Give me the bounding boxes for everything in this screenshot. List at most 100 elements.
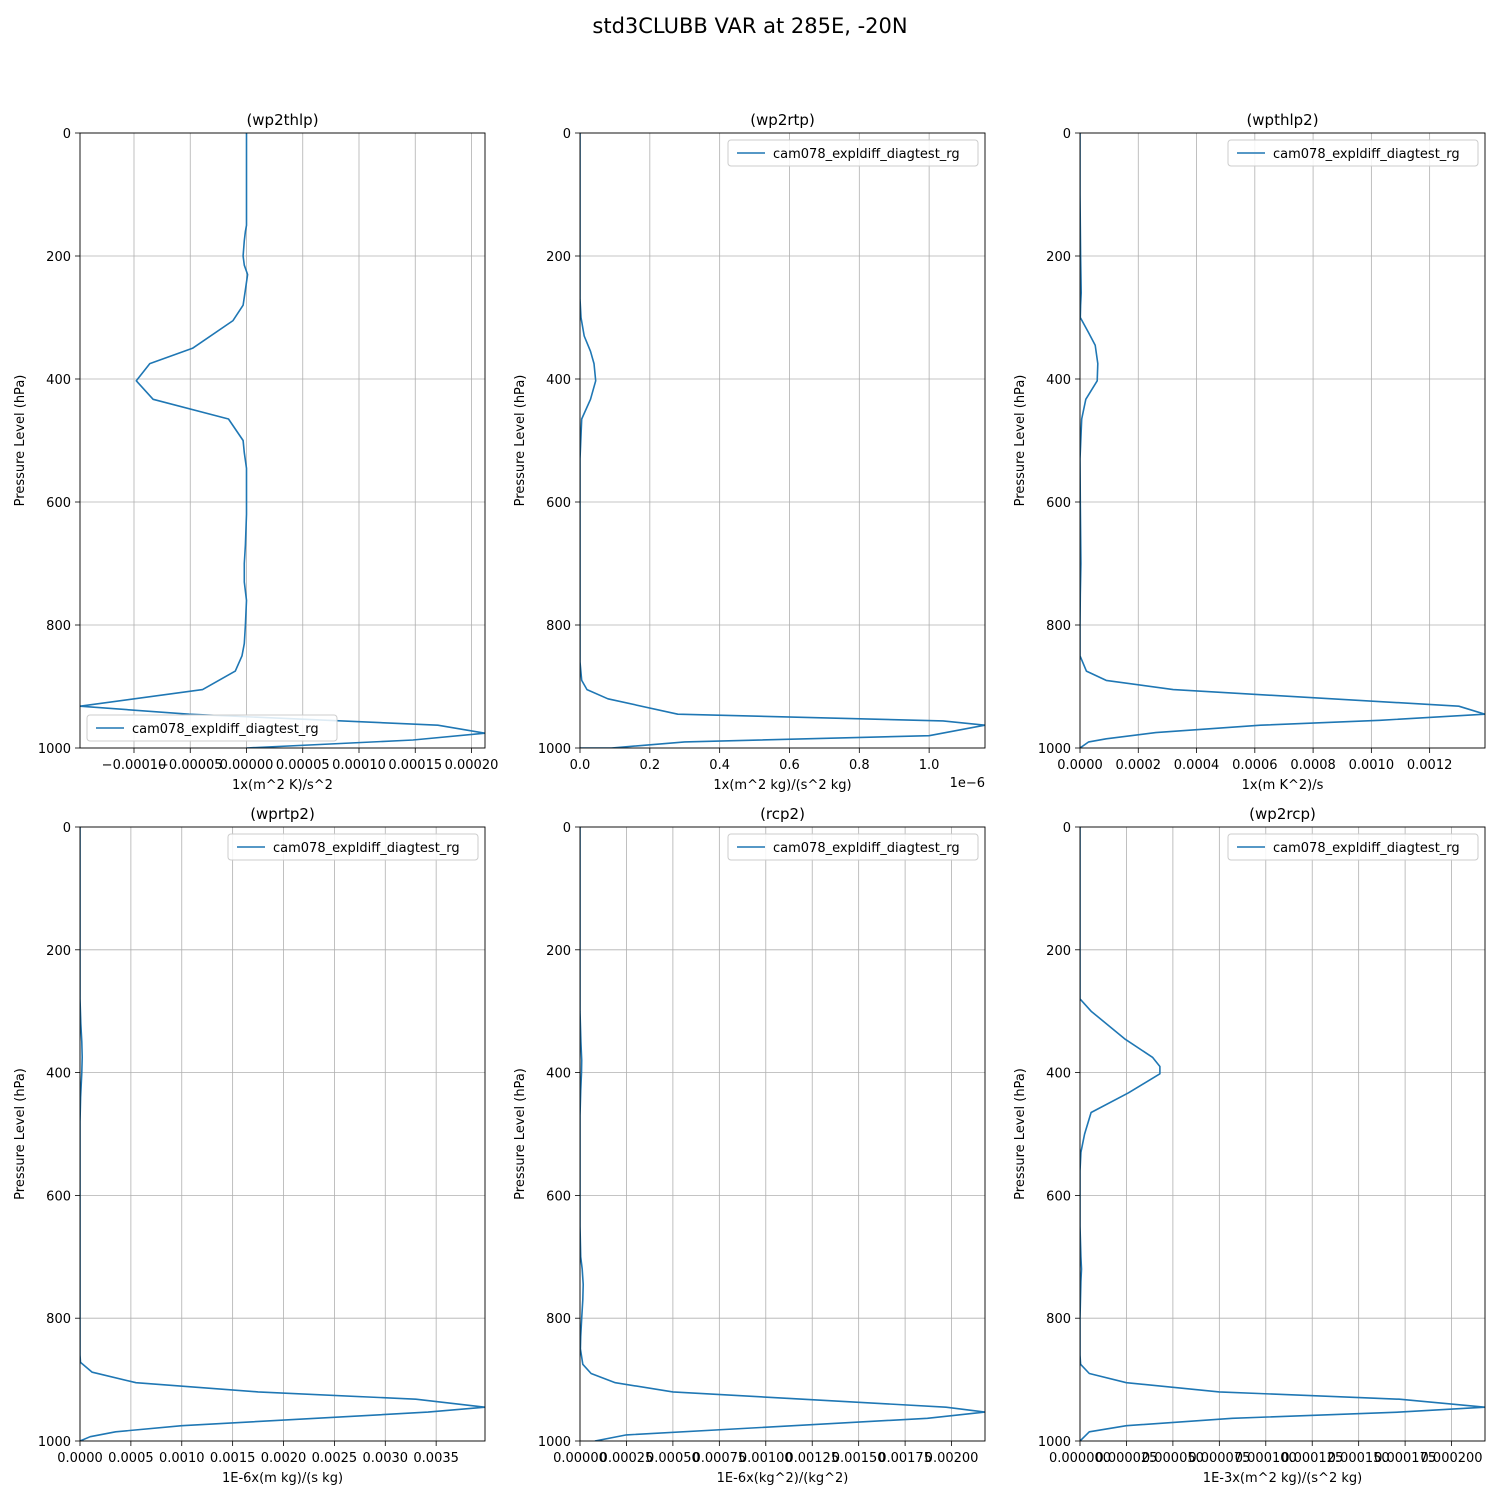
y-tick-label: 200 xyxy=(46,944,71,959)
y-tick-label: 0 xyxy=(1063,127,1071,142)
axes-frame xyxy=(79,826,486,1442)
x-axis-label: 1E-3x(m^2 kg)/(s^2 kg) xyxy=(1203,1471,1362,1486)
y-tick-label: 1000 xyxy=(38,742,71,757)
y-tick-label: 600 xyxy=(46,1189,71,1204)
y-tick-label: 200 xyxy=(546,944,571,959)
series-line xyxy=(80,133,485,748)
x-tick-label: 0.000100 xyxy=(1235,1451,1297,1466)
x-tick-label: 0.0025 xyxy=(312,1451,358,1466)
series-line xyxy=(580,827,985,1441)
x-tick-label: 0.000150 xyxy=(1328,1451,1390,1466)
x-tick-label: 0.8 xyxy=(849,758,870,773)
y-tick-label: 0 xyxy=(563,821,571,836)
x-tick-label: 0.000125 xyxy=(1281,1451,1343,1466)
x-tick-label: 0.0006 xyxy=(1232,758,1278,773)
x-tick-label: 1.0 xyxy=(919,758,940,773)
legend: cam078_expldiff_diagtest_rg xyxy=(86,714,338,742)
x-tick-label: 0.000050 xyxy=(1142,1451,1204,1466)
y-axis-label: Pressure Level (hPa) xyxy=(13,375,28,507)
y-tick-label: 1000 xyxy=(38,1435,71,1450)
x-tick-label: 0.2 xyxy=(639,758,660,773)
x-tick-label: 0.00025 xyxy=(600,1451,654,1466)
y-tick-label: 600 xyxy=(546,1189,571,1204)
subplot-title: (wp2rtp) xyxy=(750,111,815,129)
y-tick-label: 600 xyxy=(546,496,571,511)
y-tick-label: 400 xyxy=(1046,373,1071,388)
subplot-title: (wprtp2) xyxy=(250,805,315,823)
y-tick-label: 800 xyxy=(546,1312,571,1327)
x-tick-label: −0.00010 xyxy=(102,758,167,773)
subplot-title: (wp2thlp) xyxy=(246,111,318,129)
subplot-title: (wp2rcp) xyxy=(1249,805,1316,823)
axes-frame xyxy=(579,826,986,1442)
x-axis-label: 1E-6x(m kg)/(s kg) xyxy=(222,1471,343,1486)
x-axis-label: 1x(m^2 K)/s^2 xyxy=(232,778,333,793)
legend-box xyxy=(86,714,338,742)
y-tick-label: 200 xyxy=(1046,250,1071,265)
y-axis-label: Pressure Level (hPa) xyxy=(513,375,528,507)
y-tick-label: 400 xyxy=(546,373,571,388)
x-tick-label: 0.0002 xyxy=(1116,758,1162,773)
legend-entry-label: cam078_expldiff_diagtest_rg xyxy=(273,841,460,856)
x-tick-label: 0.000000 xyxy=(1049,1451,1111,1466)
series-line xyxy=(1080,827,1485,1441)
x-tick-label: 0.00015 xyxy=(388,758,442,773)
x-tick-label: 0.00100 xyxy=(739,1451,793,1466)
y-axis-label: Pressure Level (hPa) xyxy=(513,1068,528,1200)
y-tick-label: 600 xyxy=(1046,1189,1071,1204)
legend-entry-label: cam078_expldiff_diagtest_rg xyxy=(773,147,960,162)
x-axis-label: 1E-6x(kg^2)/(kg^2) xyxy=(717,1471,849,1486)
y-tick-label: 0 xyxy=(63,127,71,142)
y-tick-label: 0 xyxy=(563,127,571,142)
figure-title: std3CLUBB VAR at 285E, -20N xyxy=(592,14,908,38)
x-tick-label: 0.000175 xyxy=(1374,1451,1436,1466)
x-tick-label: 0.0005 xyxy=(108,1451,154,1466)
y-tick-label: 600 xyxy=(46,496,71,511)
legend: cam078_expldiff_diagtest_rg xyxy=(727,139,979,167)
x-tick-label: 0.00000 xyxy=(220,758,274,773)
x-tick-label: 0.0035 xyxy=(413,1451,459,1466)
subplot-wp2thlp: −0.00010−0.000050.00000 0.00005 0.00010 0.0… xyxy=(13,111,498,793)
subplot-rcp2: 0.000000.000250.000500.000750.001000.001… xyxy=(513,805,986,1486)
y-tick-label: 200 xyxy=(546,250,571,265)
subplot-wpthlp2: 0.0000 0.0002 0.0004 0.0006 0.0008 0.0010 0.00… xyxy=(1013,111,1486,793)
subplot-title: (rcp2) xyxy=(760,805,805,823)
legend: cam078_expldiff_diagtest_rg xyxy=(227,833,479,861)
x-tick-label: 0.0012 xyxy=(1407,758,1453,773)
x-axis-label: 1x(m K^2)/s xyxy=(1242,778,1324,793)
y-tick-label: 0 xyxy=(63,821,71,836)
subplot-wprtp2: 0.0000 0.0005 0.0010 0.0015 0.0020 0.0025 0.00… xyxy=(13,805,486,1486)
axes-frame xyxy=(1079,132,1486,749)
axes-frame xyxy=(1079,826,1486,1442)
legend-entry-label: cam078_expldiff_diagtest_rg xyxy=(1273,147,1460,162)
legend-box xyxy=(227,833,479,861)
y-axis-label: Pressure Level (hPa) xyxy=(1013,375,1028,507)
x-tick-label: 0.00050 xyxy=(646,1451,700,1466)
x-tick-label: 0.0015 xyxy=(210,1451,256,1466)
y-tick-label: 400 xyxy=(546,1067,571,1082)
x-tick-label: 0.0000 xyxy=(57,1451,103,1466)
x-tick-label: 0.000025 xyxy=(1095,1451,1157,1466)
x-tick-label: 0.00000 xyxy=(553,1451,607,1466)
x-tick-label: 0.0010 xyxy=(1349,758,1395,773)
y-tick-label: 1000 xyxy=(1038,742,1071,757)
x-tick-label: 0.00125 xyxy=(785,1451,839,1466)
x-tick-label: 0.0010 xyxy=(159,1451,205,1466)
legend-box xyxy=(1227,139,1479,167)
y-tick-label: 400 xyxy=(46,373,71,388)
x-tick-label: 0.4 xyxy=(709,758,730,773)
x-tick-label: 0.000200 xyxy=(1421,1451,1483,1466)
axes-frame xyxy=(79,132,486,749)
x-tick-label: 0.6 xyxy=(779,758,800,773)
x-offset-label: 1e−6 xyxy=(950,776,985,791)
series-line xyxy=(1080,133,1485,748)
legend-box xyxy=(1227,833,1479,861)
x-axis-label: 1x(m^2 kg)/(s^2 kg) xyxy=(713,778,851,793)
subplot-wp2rtp: 0.0 0.2 0.4 0.6 0.8 1.0 0 200 400 600 800 1000 (wp2r… xyxy=(513,111,986,793)
x-tick-label: 0.00020 xyxy=(445,758,499,773)
y-tick-label: 200 xyxy=(1046,944,1071,959)
x-tick-label: −0.00005 xyxy=(158,758,223,773)
x-tick-label: 0.000075 xyxy=(1188,1451,1250,1466)
y-tick-label: 600 xyxy=(1046,496,1071,511)
x-tick-label: 0.00150 xyxy=(832,1451,886,1466)
